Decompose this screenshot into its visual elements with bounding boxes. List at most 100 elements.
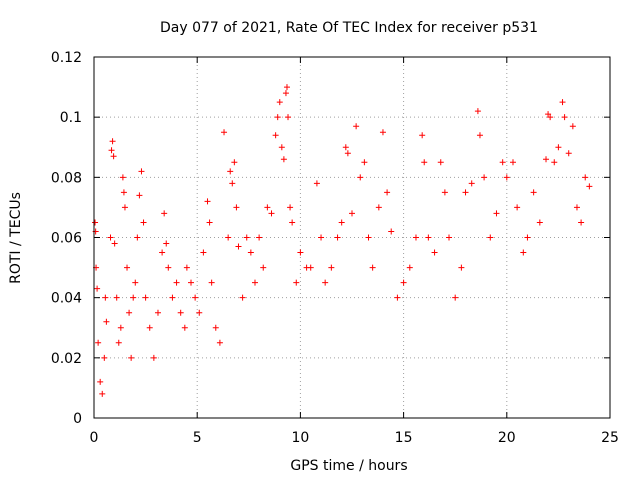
data-point: [126, 309, 133, 316]
data-point: [468, 180, 475, 187]
data-point: [130, 294, 137, 301]
data-point: [204, 198, 211, 205]
data-point: [536, 219, 543, 226]
data-point: [132, 279, 139, 286]
data-point: [163, 240, 170, 247]
data-point: [334, 234, 341, 241]
y-axis-label: ROTI / TECUs: [8, 192, 24, 284]
data-point: [419, 132, 426, 139]
data-point: [173, 279, 180, 286]
data-point: [289, 219, 296, 226]
plot-frame: [93, 56, 611, 419]
data-point: [569, 123, 576, 130]
data-point: [107, 234, 114, 241]
data-point: [287, 204, 294, 211]
data-point: [551, 159, 558, 166]
x-tick-label: 5: [193, 430, 202, 446]
y-tick-label: 0.06: [51, 231, 82, 247]
data-point: [313, 180, 320, 187]
data-point: [283, 84, 290, 91]
data-point: [101, 354, 108, 361]
data-point: [297, 249, 304, 256]
data-point: [344, 150, 351, 157]
x-axis-label: GPS time / hours: [290, 458, 407, 474]
data-point: [268, 210, 275, 217]
data-point: [586, 183, 593, 190]
data-point: [561, 114, 568, 121]
data-point: [474, 108, 481, 115]
data-point: [165, 264, 172, 271]
data-point: [92, 219, 99, 226]
data-point: [322, 279, 329, 286]
data-point: [128, 354, 135, 361]
data-point: [243, 234, 250, 241]
data-point: [530, 189, 537, 196]
x-tick-label: 10: [291, 430, 309, 446]
x-tick-label: 15: [395, 430, 413, 446]
data-points: [92, 84, 593, 397]
data-point: [559, 99, 566, 106]
data-point: [318, 234, 325, 241]
data-point: [353, 123, 360, 130]
data-point: [142, 294, 149, 301]
data-point: [264, 204, 271, 211]
data-point: [229, 180, 236, 187]
y-tick-label: 0.08: [51, 170, 82, 186]
data-point: [260, 264, 267, 271]
data-point: [272, 132, 279, 139]
data-point: [95, 339, 102, 346]
chart-title: Day 077 of 2021, Rate Of TEC Index for r…: [160, 20, 538, 36]
x-tick-label: 20: [498, 430, 516, 446]
data-point: [120, 189, 127, 196]
y-tick-label: 0.04: [51, 291, 82, 307]
data-point: [285, 114, 292, 121]
data-point: [276, 99, 283, 106]
data-point: [206, 219, 213, 226]
axis-tick-labels: 0 5 10 15 20 25 0 0.02 0.04 0.06 0.08 0.1 0.12: [51, 50, 619, 446]
data-point: [282, 90, 289, 97]
data-point: [239, 294, 246, 301]
data-point: [134, 234, 141, 241]
data-point: [169, 294, 176, 301]
data-point: [110, 153, 117, 160]
data-point: [503, 174, 510, 181]
data-point: [227, 168, 234, 175]
data-point: [307, 264, 314, 271]
data-point: [458, 264, 465, 271]
data-point: [225, 234, 232, 241]
data-point: [452, 294, 459, 301]
data-point: [97, 378, 104, 385]
data-point: [136, 192, 143, 199]
data-point: [328, 264, 335, 271]
data-point: [154, 309, 161, 316]
data-point: [388, 228, 395, 235]
data-point: [361, 159, 368, 166]
data-point: [150, 354, 157, 361]
data-point: [231, 159, 238, 166]
data-point: [121, 204, 128, 211]
data-point: [412, 234, 419, 241]
data-point: [119, 174, 126, 181]
data-point: [582, 174, 589, 181]
data-point: [545, 111, 552, 118]
data-point: [481, 174, 488, 181]
data-point: [509, 159, 516, 166]
data-point: [221, 129, 228, 136]
data-point: [425, 234, 432, 241]
data-point: [200, 249, 207, 256]
data-point: [514, 204, 521, 211]
grid-lines: [94, 57, 610, 418]
data-point: [113, 294, 120, 301]
data-point: [103, 318, 110, 325]
data-point: [365, 234, 372, 241]
data-point: [108, 147, 115, 154]
data-point: [212, 324, 219, 331]
data-point: [446, 234, 453, 241]
y-tick-label: 0: [73, 411, 82, 427]
y-tick-label: 0.1: [60, 110, 82, 126]
data-point: [293, 279, 300, 286]
data-point: [188, 279, 195, 286]
data-point: [124, 264, 131, 271]
data-point: [400, 279, 407, 286]
